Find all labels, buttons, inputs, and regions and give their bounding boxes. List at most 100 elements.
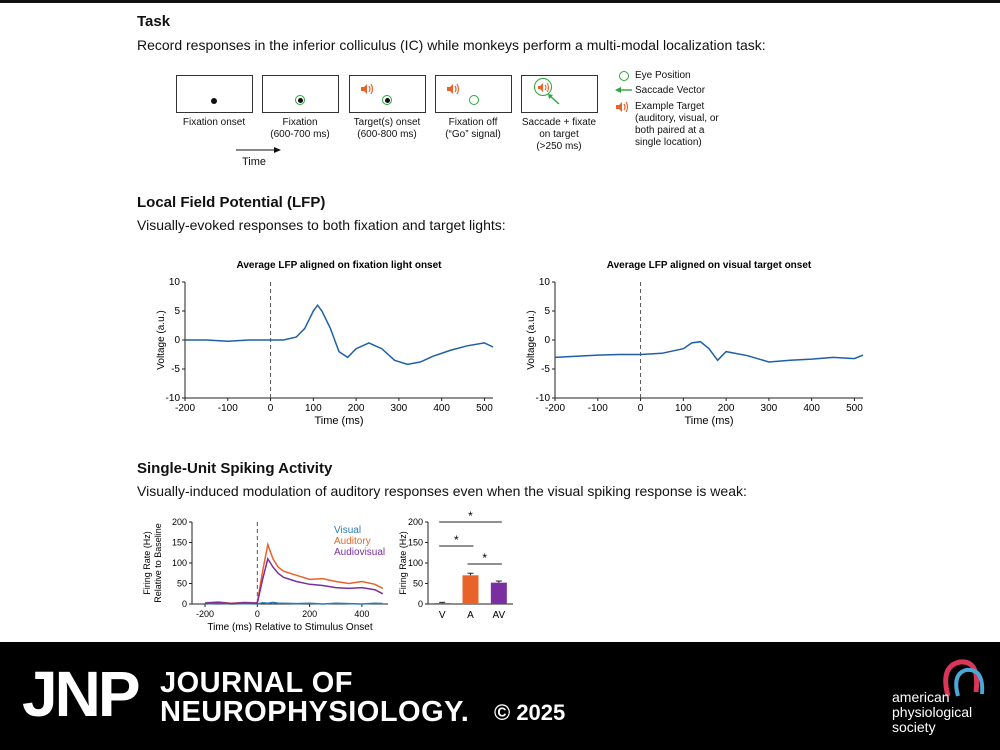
y-tick-label: 100 xyxy=(172,558,187,568)
lfp-target-chart: -200 -100 0 100 200 300 400 500 -10 -5 0 5 10 Average… xyxy=(526,260,864,427)
x-tick-label: -100 xyxy=(588,403,608,414)
x-tick-label: -200 xyxy=(175,403,195,414)
time-arrow-icon xyxy=(236,147,281,153)
y-tick-label: 0 xyxy=(544,335,550,346)
x-tick-label: 100 xyxy=(675,403,692,414)
x-axis-label: Time (ms) xyxy=(314,415,363,427)
y-axis-label: Relative to Baseline xyxy=(153,523,163,603)
legend-example-target: Example Target (auditory, visual, or bot… xyxy=(635,101,719,148)
journal-name-line2: NEUROPHYSIOLOGY. xyxy=(160,696,470,728)
task-step-box-4 xyxy=(435,75,512,113)
x-tick-label: 400 xyxy=(803,403,820,414)
y-tick-label: -10 xyxy=(166,393,181,404)
task-step-box-2 xyxy=(262,75,339,113)
footer-banner: JNP JOURNAL OF NEUROPHYSIOLOGY. © 2025 xyxy=(0,642,1000,750)
x-axis-label: Time (ms) xyxy=(684,415,733,427)
y-axis-label: Firing Rate (Hz) xyxy=(142,531,152,595)
x-tick-label: 200 xyxy=(348,403,365,414)
y-tick-label: 5 xyxy=(544,306,550,317)
bar-v xyxy=(434,603,451,605)
task-title: Task xyxy=(137,13,171,30)
y-tick-label: 150 xyxy=(408,538,423,548)
task-step-caption-3: Target(s) onset (600-800 ms) xyxy=(353,117,421,140)
legend-eye-position: Eye Position xyxy=(635,70,691,81)
legend-entry-auditory: Auditory xyxy=(334,536,371,547)
fixation-dot-icon xyxy=(385,98,390,103)
task-step-box-1 xyxy=(176,75,253,113)
series-line-audiovisual xyxy=(205,557,384,605)
chart-title: Average LFP aligned on fixation light on… xyxy=(236,260,442,271)
y-axis-label: Voltage (a.u.) xyxy=(156,310,167,369)
x-tick-label: 500 xyxy=(846,403,863,414)
task-description: Record responses in the inferior collicu… xyxy=(137,37,766,53)
task-step-caption-4: Fixation off (“Go” signal) xyxy=(445,117,501,140)
x-tick-label: 200 xyxy=(718,403,735,414)
category-label-a: A xyxy=(467,610,474,621)
y-tick-label: 50 xyxy=(177,579,187,589)
lfp-trace-line xyxy=(185,303,494,366)
x-tick-label: 100 xyxy=(305,403,322,414)
y-tick-label: 10 xyxy=(539,277,551,288)
y-tick-label: 200 xyxy=(172,517,187,527)
y-tick-label: 0 xyxy=(418,599,423,609)
eye-position-icon xyxy=(619,71,629,81)
category-label-v: V xyxy=(439,610,446,621)
lfp-trace-line xyxy=(554,340,864,363)
lfp-fixation-chart: -200 -100 0 100 200 300 400 500 -10 -5 0 5 10 Average… xyxy=(156,260,494,427)
significance-star: * xyxy=(482,551,487,565)
y-tick-label: 5 xyxy=(174,306,180,317)
aps-logo-icon xyxy=(943,659,985,697)
chart-title: Average LFP aligned on visual target ons… xyxy=(607,260,812,271)
y-tick-label: 50 xyxy=(413,579,423,589)
x-tick-label: 500 xyxy=(476,403,493,414)
jnp-logo: JNP xyxy=(22,658,140,730)
x-axis-label: Time (ms) Relative to Stimulus Onset xyxy=(207,622,372,633)
x-tick-label: 200 xyxy=(302,609,317,619)
bar-a xyxy=(462,575,479,604)
task-step-box-3 xyxy=(349,75,426,113)
x-tick-label: -200 xyxy=(196,609,214,619)
legend-saccade-vector: Saccade Vector xyxy=(635,85,706,96)
x-tick-label: -100 xyxy=(218,403,238,414)
eye-position-icon xyxy=(469,95,479,105)
x-tick-label: -200 xyxy=(545,403,565,414)
task-step-caption-1: Fixation onset xyxy=(182,117,246,128)
fixation-dot-icon xyxy=(211,98,217,104)
x-tick-label: 0 xyxy=(638,403,644,414)
task-step-caption-5: Saccade + fixate on target (>250 ms) xyxy=(521,117,597,152)
y-tick-label: 200 xyxy=(408,517,423,527)
y-axis-label: Firing Rate (Hz) xyxy=(398,531,408,595)
y-tick-label: -5 xyxy=(541,364,550,375)
eye-position-icon xyxy=(295,95,305,105)
speaker-target-icon xyxy=(538,82,550,93)
x-tick-label: 400 xyxy=(433,403,450,414)
x-tick-label: 300 xyxy=(761,403,778,414)
significance-star: * xyxy=(468,510,473,523)
spiking-title: Single-Unit Spiking Activity xyxy=(137,460,333,477)
copyright-notice: © 2025 xyxy=(494,700,566,725)
x-tick-label: 300 xyxy=(391,403,408,414)
time-label: Time xyxy=(242,156,267,168)
spiking-psth-chart: -200 0 200 400 0 50 100 150 200 Time (ms) Relativ… xyxy=(142,517,388,633)
y-tick-label: 150 xyxy=(172,538,187,548)
publisher-name: american physiological society xyxy=(892,689,973,735)
x-tick-label: 400 xyxy=(354,609,369,619)
saccade-vector-icon xyxy=(548,94,560,105)
speaker-target-icon xyxy=(447,83,460,95)
y-tick-label: 0 xyxy=(182,599,187,609)
y-tick-label: -10 xyxy=(536,393,551,404)
lfp-description: Visually-evoked responses to both fixati… xyxy=(137,217,506,233)
top-rule xyxy=(0,0,1000,3)
y-tick-label: -5 xyxy=(171,364,180,375)
saccade-vector-icon xyxy=(615,87,632,93)
y-tick-label: 0 xyxy=(174,335,180,346)
x-tick-label: 0 xyxy=(268,403,274,414)
spiking-description: Visually-induced modulation of auditory … xyxy=(137,483,747,499)
eye-position-icon xyxy=(382,95,392,105)
y-axis-label: Voltage (a.u.) xyxy=(526,310,537,369)
legend-entry-visual: Visual xyxy=(334,525,361,536)
fixation-dot-icon xyxy=(298,98,303,103)
y-tick-label: 100 xyxy=(408,558,423,568)
bar-av xyxy=(490,582,507,604)
